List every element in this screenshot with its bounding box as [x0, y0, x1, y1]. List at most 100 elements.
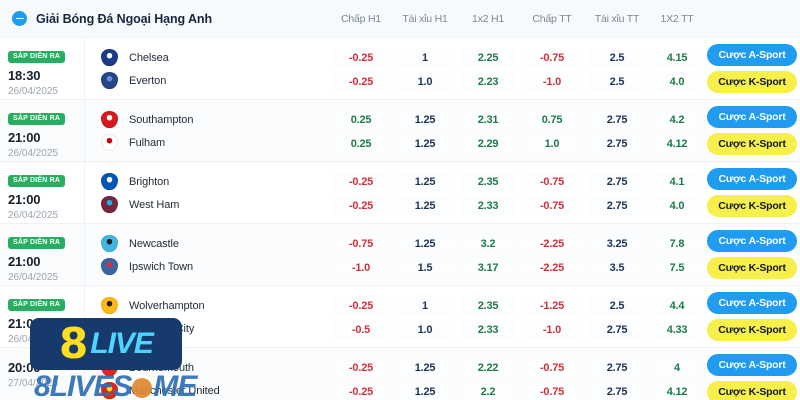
bet-a-sport-button[interactable]: Cược A-Sport: [707, 168, 797, 190]
odd-cell[interactable]: 4.1: [650, 172, 704, 191]
bet-k-sport-button[interactable]: Cược K-Sport: [707, 133, 797, 155]
odd-cell[interactable]: 2.35: [460, 172, 516, 191]
odd-cell[interactable]: 1.25: [394, 382, 456, 400]
home-team[interactable]: Chelsea: [101, 47, 330, 68]
odd-cell[interactable]: 1.25: [394, 234, 456, 253]
odd-cell[interactable]: 4.33: [650, 320, 704, 339]
odd-cell[interactable]: 2.75: [588, 320, 646, 339]
odd-cell[interactable]: 2.75: [588, 172, 646, 191]
home-team[interactable]: Brighton: [101, 171, 330, 192]
odd-cell[interactable]: 2.75: [588, 134, 646, 153]
home-team[interactable]: Wolverhampton: [101, 295, 330, 316]
home-team[interactable]: Bournemouth: [101, 357, 330, 378]
odd-cell[interactable]: 1.25: [394, 358, 456, 377]
home-team[interactable]: Southampton: [101, 109, 330, 130]
odd-cell[interactable]: 1.0: [394, 320, 456, 339]
odd-cell[interactable]: 1: [394, 48, 456, 67]
odd-cell[interactable]: 7.8: [650, 234, 704, 253]
odd-cell[interactable]: 2.22: [460, 358, 516, 377]
match-row[interactable]: SẮP DIỄN RA 21:00 26/04/2025 Newcastle Ipswi…: [0, 224, 800, 286]
odd-cell[interactable]: 1.5: [394, 258, 456, 277]
odd-cell[interactable]: 0.25: [332, 134, 390, 153]
home-team[interactable]: Newcastle: [101, 233, 330, 254]
odd-cell[interactable]: -0.25: [332, 358, 390, 377]
minus-circle-icon[interactable]: [12, 11, 27, 26]
odd-cell[interactable]: 7.5: [650, 258, 704, 277]
odd-cell[interactable]: 1: [394, 296, 456, 315]
odd-cell[interactable]: -2.25: [520, 258, 584, 277]
odd-cell[interactable]: 2.75: [588, 358, 646, 377]
odd-cell[interactable]: 1.25: [394, 172, 456, 191]
odd-cell[interactable]: -0.5: [332, 320, 390, 339]
bet-a-sport-button[interactable]: Cược A-Sport: [707, 354, 797, 376]
bet-a-sport-button[interactable]: Cược A-Sport: [707, 230, 797, 252]
match-row[interactable]: SẮP DIỄN RA 21:00 26/04/2025 Wolverhampton L…: [0, 286, 800, 348]
odd-cell[interactable]: 3.5: [588, 258, 646, 277]
bet-k-sport-button[interactable]: Cược K-Sport: [707, 195, 797, 217]
odd-cell[interactable]: 2.33: [460, 320, 516, 339]
odd-cell[interactable]: 2.5: [588, 296, 646, 315]
odd-cell[interactable]: -0.25: [332, 72, 390, 91]
odd-cell[interactable]: 2.25: [460, 48, 516, 67]
odd-cell[interactable]: -0.25: [332, 296, 390, 315]
odd-cell[interactable]: -1.0: [520, 72, 584, 91]
odd-cell[interactable]: 1.25: [394, 110, 456, 129]
odd-cell[interactable]: -0.75: [520, 196, 584, 215]
odd-cell[interactable]: 2.75: [588, 196, 646, 215]
odd-cell[interactable]: -2.25: [520, 234, 584, 253]
away-team[interactable]: West Ham: [101, 194, 330, 215]
odd-cell[interactable]: 2.75: [588, 110, 646, 129]
odd-cell[interactable]: 4.0: [650, 72, 704, 91]
bet-k-sport-button[interactable]: Cược K-Sport: [707, 257, 797, 279]
match-row[interactable]: 20:00 27/04/2025 Bournemouth Manchester Uni…: [0, 348, 800, 400]
odd-cell[interactable]: -0.25: [332, 172, 390, 191]
bet-k-sport-button[interactable]: Cược K-Sport: [707, 71, 797, 93]
odd-cell[interactable]: 4.0: [650, 196, 704, 215]
away-team[interactable]: Everton: [101, 70, 330, 91]
odd-cell[interactable]: -0.75: [520, 172, 584, 191]
odd-cell[interactable]: 4.12: [650, 382, 704, 400]
away-team[interactable]: Fulham: [101, 132, 330, 153]
odd-cell[interactable]: 4.4: [650, 296, 704, 315]
match-row[interactable]: SẮP DIỄN RA 18:30 26/04/2025 Chelsea Everton…: [0, 38, 800, 100]
away-team[interactable]: Leicester City: [101, 318, 330, 339]
odd-cell[interactable]: 4.15: [650, 48, 704, 67]
odd-cell[interactable]: -0.75: [332, 234, 390, 253]
odd-cell[interactable]: 4.12: [650, 134, 704, 153]
odd-cell[interactable]: -0.25: [332, 48, 390, 67]
odd-cell[interactable]: 3.17: [460, 258, 516, 277]
odd-cell[interactable]: -0.25: [332, 196, 390, 215]
odd-cell[interactable]: -1.0: [332, 258, 390, 277]
odd-cell[interactable]: -0.75: [520, 382, 584, 400]
bet-k-sport-button[interactable]: Cược K-Sport: [707, 319, 797, 341]
bet-a-sport-button[interactable]: Cược A-Sport: [707, 106, 797, 128]
odd-cell[interactable]: 0.75: [520, 110, 584, 129]
match-row[interactable]: SẮP DIỄN RA 21:00 26/04/2025 Brighton West H…: [0, 162, 800, 224]
away-team[interactable]: Manchester United: [101, 380, 330, 400]
odd-cell[interactable]: 1.0: [520, 134, 584, 153]
odd-cell[interactable]: -0.75: [520, 48, 584, 67]
bet-a-sport-button[interactable]: Cược A-Sport: [707, 44, 797, 66]
odd-cell[interactable]: 2.23: [460, 72, 516, 91]
odd-cell[interactable]: 1.25: [394, 134, 456, 153]
away-team[interactable]: Ipswich Town: [101, 256, 330, 277]
odd-cell[interactable]: 2.75: [588, 382, 646, 400]
odd-cell[interactable]: 2.33: [460, 196, 516, 215]
odd-cell[interactable]: 3.2: [460, 234, 516, 253]
odd-cell[interactable]: 3.25: [588, 234, 646, 253]
odd-cell[interactable]: 2.29: [460, 134, 516, 153]
odd-cell[interactable]: 4.2: [650, 110, 704, 129]
odd-cell[interactable]: 4: [650, 358, 704, 377]
match-row[interactable]: SẮP DIỄN RA 21:00 26/04/2025 Southampton Ful…: [0, 100, 800, 162]
odd-cell[interactable]: 1.25: [394, 196, 456, 215]
odd-cell[interactable]: -1.0: [520, 320, 584, 339]
odd-cell[interactable]: 1.0: [394, 72, 456, 91]
odd-cell[interactable]: -1.25: [520, 296, 584, 315]
bet-a-sport-button[interactable]: Cược A-Sport: [707, 292, 797, 314]
odd-cell[interactable]: 0.25: [332, 110, 390, 129]
odd-cell[interactable]: 2.2: [460, 382, 516, 400]
odd-cell[interactable]: 2.35: [460, 296, 516, 315]
odd-cell[interactable]: 2.5: [588, 72, 646, 91]
odd-cell[interactable]: 2.31: [460, 110, 516, 129]
odd-cell[interactable]: -0.75: [520, 358, 584, 377]
